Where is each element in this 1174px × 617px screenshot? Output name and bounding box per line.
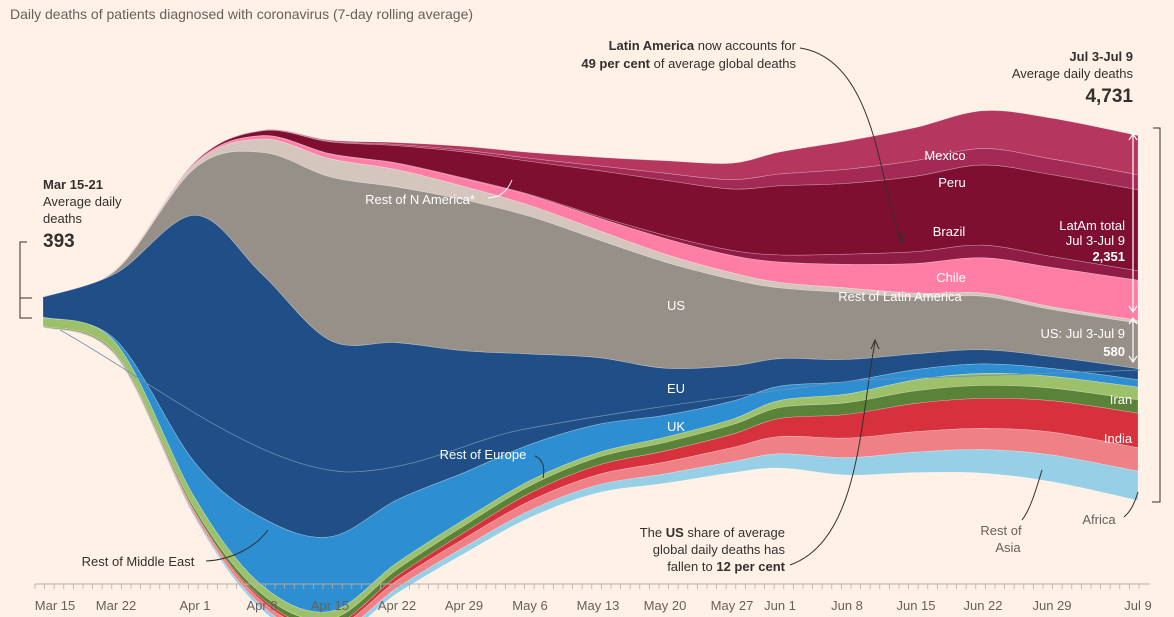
latam-note-1: Latin America now accounts for [609,38,797,53]
x-tick-label: May 20 [644,598,687,613]
x-tick-label: Apr 29 [445,598,483,613]
x-tick-label: Apr 22 [378,598,416,613]
label-peru: Peru [938,175,965,190]
latam-note-bold: Latin America [609,38,695,53]
label-brazil: Brazil [933,224,966,239]
label-rest-latam: Rest of Latin America [838,289,962,304]
end-bracket [1152,127,1161,503]
resteurope-callout [534,455,545,479]
us-note-3: fallen to 12 per cent [667,559,785,574]
end-sub: Average daily deaths [1012,66,1134,81]
label-uk: UK [667,419,685,434]
end-date: Jul 3-Jul 9 [1069,49,1133,64]
us-callout-head [870,338,880,350]
x-tick-label: May 13 [577,598,620,613]
x-tick-label: Jun 15 [896,598,935,613]
restasia-callout [1021,469,1043,521]
x-tick-label: Jun 8 [831,598,863,613]
africa-callout [1123,491,1139,518]
label-iran: Iran [1110,392,1132,407]
label-rest-na: Rest of N America* [365,192,475,207]
x-tick-label: Apr 8 [246,598,277,613]
start-sub2: deaths [43,211,83,226]
label-chile: Chile [936,270,966,285]
chart-title: Daily deaths of patients diagnosed with … [10,6,474,22]
x-tick-label: Jun 22 [963,598,1002,613]
latam-arrow [1128,132,1138,314]
label-rest-asia-2: Asia [995,540,1021,555]
x-tick-label: Jun 1 [764,598,796,613]
us-note-2: global daily deaths has [653,542,786,557]
latam-note-2: 49 per cent of average global deaths [581,56,796,71]
latam-callout-head [897,232,906,245]
x-tick-label: Apr 1 [179,598,210,613]
us-note-1a: The [640,525,666,540]
start-date: Mar 15-21 [43,177,103,192]
us-total-value: 580 [1103,344,1125,359]
latam-total-1: LatAm total [1059,218,1125,233]
latam-note-bold2: 49 per cent [581,56,650,71]
x-tick-label: May 6 [512,598,547,613]
us-callout-line [789,341,876,566]
stream-bands [42,110,1139,617]
end-value: 4,731 [1085,86,1133,107]
label-mexico: Mexico [924,148,965,163]
label-eu: EU [667,381,685,396]
label-rest-asia-1: Rest of [980,523,1022,538]
us-note-3a: fallen to [667,559,716,574]
label-africa: Africa [1082,512,1116,527]
latam-note-text: now accounts for [694,38,797,53]
x-axis: Mar 15 Mar 22 Apr 1 Apr 8 Apr 15 Apr 22 Apr 29… [34,583,1152,613]
restme-callout [205,529,269,562]
label-rest-europe: Rest of Europe [440,447,527,462]
label-india: India [1104,431,1133,446]
label-rest-me: Rest of Middle East [82,554,195,569]
us-note-3b: 12 per cent [716,559,785,574]
x-tick-label: Mar 15 [35,598,75,613]
x-tick-label: Jun 29 [1032,598,1071,613]
band-africa [42,326,1139,617]
latam-total-2: Jul 3-Jul 9 [1066,233,1125,248]
us-arrow [1128,316,1138,364]
rest-europe-border [59,329,1141,473]
label-us: US [667,298,685,313]
latam-total-value: 2,351 [1092,249,1125,264]
us-note-1b: US [666,525,684,540]
x-tick-label: Mar 22 [96,598,136,613]
us-note-1: The US share of average [640,525,785,540]
us-total-1: US: Jul 3-Jul 9 [1040,326,1125,341]
start-sub: Average daily [43,194,122,209]
x-tick-label: May 27 [711,598,754,613]
x-tick-label: Jul 9 [1124,598,1151,613]
restna-callout [487,179,513,199]
x-tick-label: Apr 15 [311,598,349,613]
us-note-1c: share of average [684,525,785,540]
latam-callout-line [799,47,903,241]
start-bracket [19,241,32,319]
latam-note-text2: of average global deaths [650,56,796,71]
start-value: 393 [43,231,75,252]
